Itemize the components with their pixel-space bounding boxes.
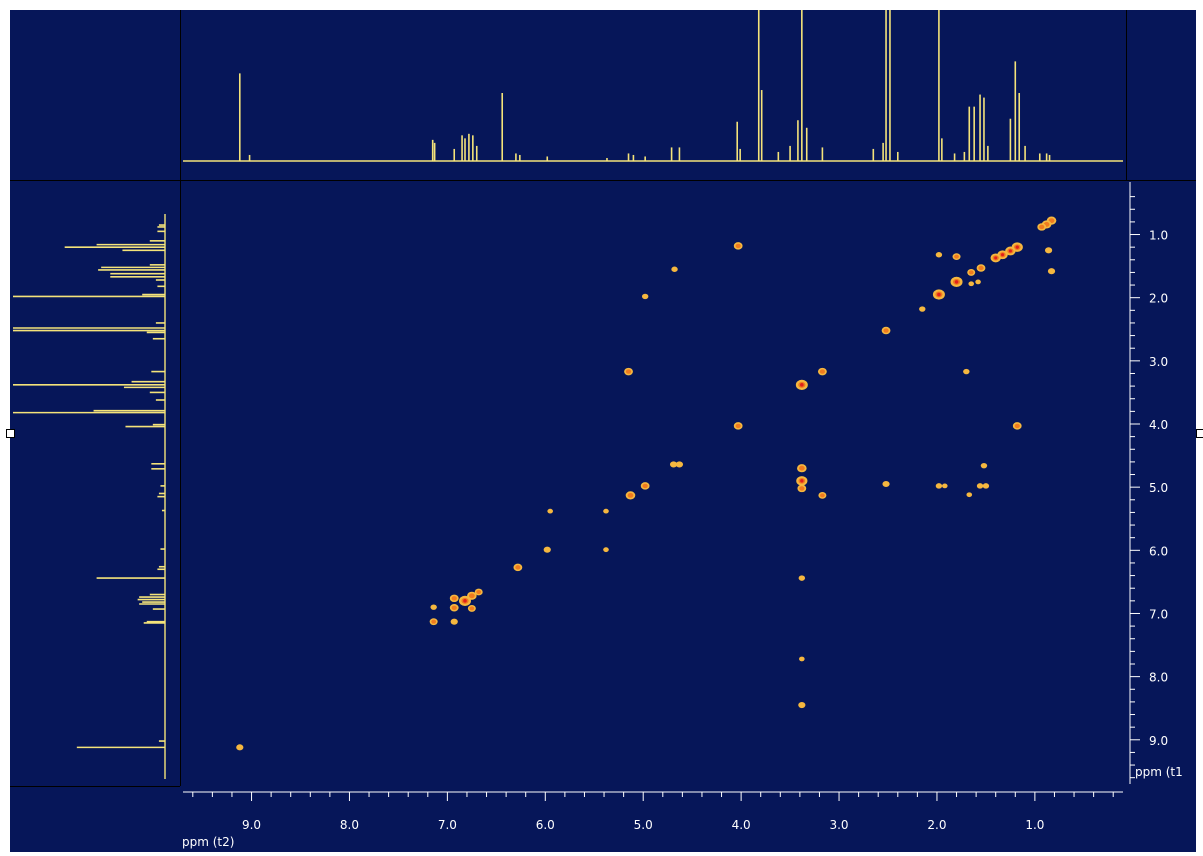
chart-background	[10, 10, 1196, 852]
cross-peak	[980, 462, 988, 469]
x-tick-label: 6.0	[536, 818, 555, 832]
cross-peak	[976, 264, 986, 272]
cross-peak	[982, 483, 990, 489]
cross-peak	[1005, 246, 1016, 256]
cross-peak	[669, 461, 678, 468]
cross-peak	[640, 482, 650, 490]
cross-peak	[935, 483, 943, 489]
cross-peak	[990, 253, 1001, 263]
cross-peak	[798, 701, 806, 709]
y-tick-label: 5.0	[1149, 481, 1168, 495]
cross-peak	[429, 618, 438, 626]
cross-peak	[671, 266, 678, 272]
left-resize-handle[interactable]	[6, 429, 15, 438]
y-tick-label: 8.0	[1149, 671, 1168, 685]
cross-peak	[603, 547, 609, 553]
cross-peak	[449, 604, 459, 612]
cross-peak	[950, 276, 963, 287]
cross-peak	[968, 281, 975, 287]
cross-peak	[236, 744, 244, 751]
x-axis-label: ppm (t2)	[182, 835, 234, 849]
x-axis-t2: 9.0 8.0 7.0 6.0 5.0 4.0 3.0 2.0 1.0 ppm (t2)	[182, 791, 1123, 849]
cross-peak	[881, 326, 891, 335]
cross-peak-layer	[236, 216, 1057, 751]
cross-peak	[449, 594, 459, 603]
x-tick-label: 7.0	[438, 818, 457, 832]
cross-peak	[966, 492, 973, 498]
x-tick-label: 8.0	[340, 818, 359, 832]
y-tick-label: 6.0	[1149, 544, 1168, 558]
x-tick-label: 3.0	[829, 818, 848, 832]
cross-peak	[675, 461, 684, 468]
cross-peak	[797, 484, 807, 493]
y-tick-label: 7.0	[1149, 607, 1168, 621]
y-tick-label: 1.0	[1149, 229, 1168, 243]
cross-peak	[963, 368, 970, 375]
cross-peak	[796, 476, 808, 486]
cross-peak	[941, 483, 948, 489]
y-axis-t1: 1.0 2.0 3.0 4.0 5.0 6.0 7.0 8.0 9.0 ppm (t1	[1129, 182, 1183, 784]
cross-peak	[513, 563, 523, 572]
x-tick-label: 5.0	[634, 818, 653, 832]
left-projection-1d-spectrum	[13, 214, 166, 779]
cross-peak	[798, 575, 806, 581]
cross-peak	[1037, 223, 1047, 231]
cross-peak	[625, 491, 636, 500]
cross-peak	[967, 269, 976, 276]
x-tick-label: 1.0	[1025, 818, 1044, 832]
cross-peak	[603, 508, 609, 514]
x-tick-label: 4.0	[732, 818, 751, 832]
cross-peak	[797, 464, 807, 473]
y-axis-label: ppm (t1	[1135, 765, 1183, 779]
cross-peak	[474, 588, 483, 596]
cross-peak	[467, 605, 476, 612]
cross-peak	[935, 252, 943, 258]
cross-peak	[1044, 247, 1053, 254]
y-tick-label: 4.0	[1149, 418, 1168, 432]
cross-peak	[882, 480, 890, 488]
cross-peak	[976, 483, 984, 489]
cross-peak	[624, 367, 633, 376]
cross-peak	[459, 595, 471, 606]
cross-peak	[450, 618, 458, 625]
top-projection-1d-spectrum	[183, 10, 1123, 162]
cross-peak	[1012, 422, 1022, 430]
cross-peak	[543, 546, 551, 553]
y-tick-label: 9.0	[1149, 734, 1168, 748]
cross-peak	[932, 289, 945, 300]
right-resize-handle[interactable]	[1196, 429, 1203, 438]
cross-peak	[919, 306, 926, 312]
y-tick-label: 2.0	[1149, 292, 1168, 306]
x-tick-label: 2.0	[927, 818, 946, 832]
cross-peak	[430, 604, 437, 610]
cross-peak	[818, 491, 827, 499]
cross-peak	[975, 279, 981, 285]
y-tick-label: 3.0	[1149, 355, 1168, 369]
cross-peak	[795, 379, 808, 390]
cross-peak	[733, 422, 743, 430]
cross-peak	[817, 367, 827, 376]
cross-peak	[547, 508, 553, 514]
cross-peak	[641, 293, 649, 300]
cross-peak	[1047, 268, 1056, 275]
cross-peak	[799, 656, 805, 662]
cross-peak	[952, 253, 961, 261]
cross-peak	[733, 242, 743, 250]
x-tick-label: 9.0	[242, 818, 261, 832]
